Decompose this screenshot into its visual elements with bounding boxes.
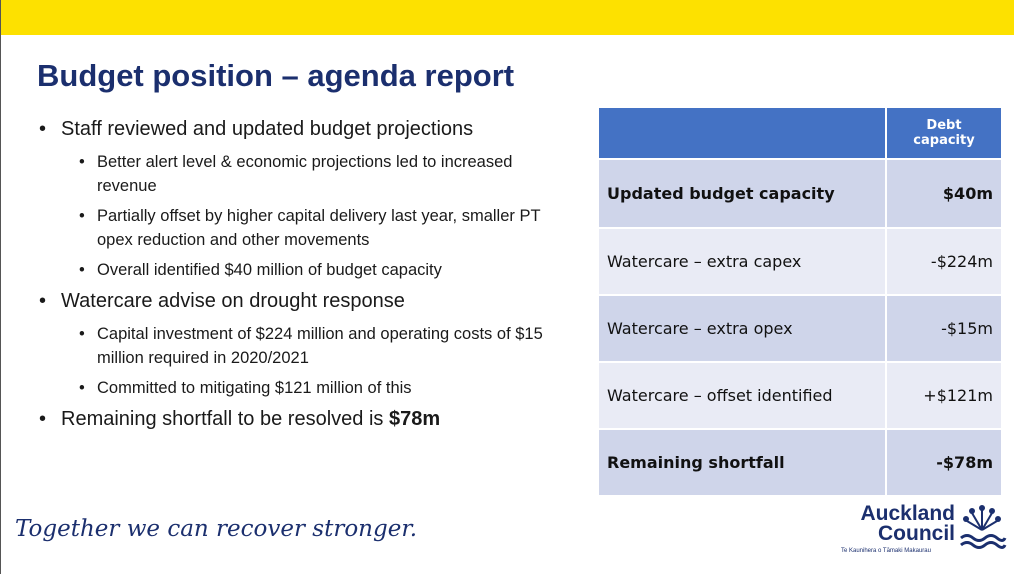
header-cell <box>599 108 886 160</box>
row-value: -$224m <box>885 228 1001 296</box>
logo: Auckland Council Te Kaunihera o Tāmaki M… <box>839 500 1007 564</box>
top-bar <box>1 0 1014 35</box>
bullet-bold: $78m <box>388 408 441 430</box>
bullet-text: Staff reviewed and updated budget projec… <box>61 118 474 140</box>
row-label: Watercare – extra capex <box>599 228 886 296</box>
table-row: Updated budget capacity $40m <box>599 159 1001 229</box>
table-row: Watercare – extra capex -$224m <box>599 228 1001 296</box>
row-value: -$15m <box>885 295 1001 363</box>
bullet-text: Remaining shortfall to be resolved is <box>61 408 384 430</box>
row-value: -$78m <box>885 429 1001 497</box>
header-cell: Debt capacity <box>885 108 1001 160</box>
bullet: Watercare advise on drought response <box>39 288 594 314</box>
bullet-list: Staff reviewed and updated budget projec… <box>39 116 594 440</box>
sub-bullet: Partially offset by higher capital deliv… <box>39 204 567 252</box>
table-row: Remaining shortfall -$78m <box>599 429 1001 497</box>
slide-title: Budget position – agenda report <box>37 58 515 93</box>
row-label: Watercare – extra opex <box>599 295 886 363</box>
sub-bullet: Capital investment of $224 million and o… <box>39 322 567 370</box>
table-row: Watercare – offset identified +$121m <box>599 362 1001 430</box>
row-label: Updated budget capacity <box>599 159 886 229</box>
logo-text: Auckland Council <box>860 502 955 545</box>
logo-icon <box>960 505 1007 549</box>
sub-bullet: Committed to mitigating $121 million of … <box>39 376 567 400</box>
logo-subtext: Te Kaunihera o Tāmaki Makaurau <box>841 548 931 554</box>
budget-table: Debt capacity Updated budget capacity $40m… <box>599 108 1001 497</box>
sub-bullet: Overall identified $40 million of budget… <box>39 258 567 282</box>
table-row: Watercare – extra opex -$15m <box>599 295 1001 363</box>
row-value: $40m <box>885 159 1001 229</box>
bullet-text: Watercare advise on drought response <box>61 290 405 312</box>
row-value: +$121m <box>885 362 1001 430</box>
bullet: Remaining shortfall to be resolved is $7… <box>39 406 594 432</box>
tagline: Together we can recover stronger. <box>15 516 418 542</box>
row-label: Remaining shortfall <box>599 429 886 497</box>
row-label: Watercare – offset identified <box>599 362 886 430</box>
bullet: Staff reviewed and updated budget projec… <box>39 116 594 142</box>
header-row: Debt capacity <box>599 108 1001 160</box>
sub-bullet: Better alert level & economic projection… <box>39 150 567 198</box>
